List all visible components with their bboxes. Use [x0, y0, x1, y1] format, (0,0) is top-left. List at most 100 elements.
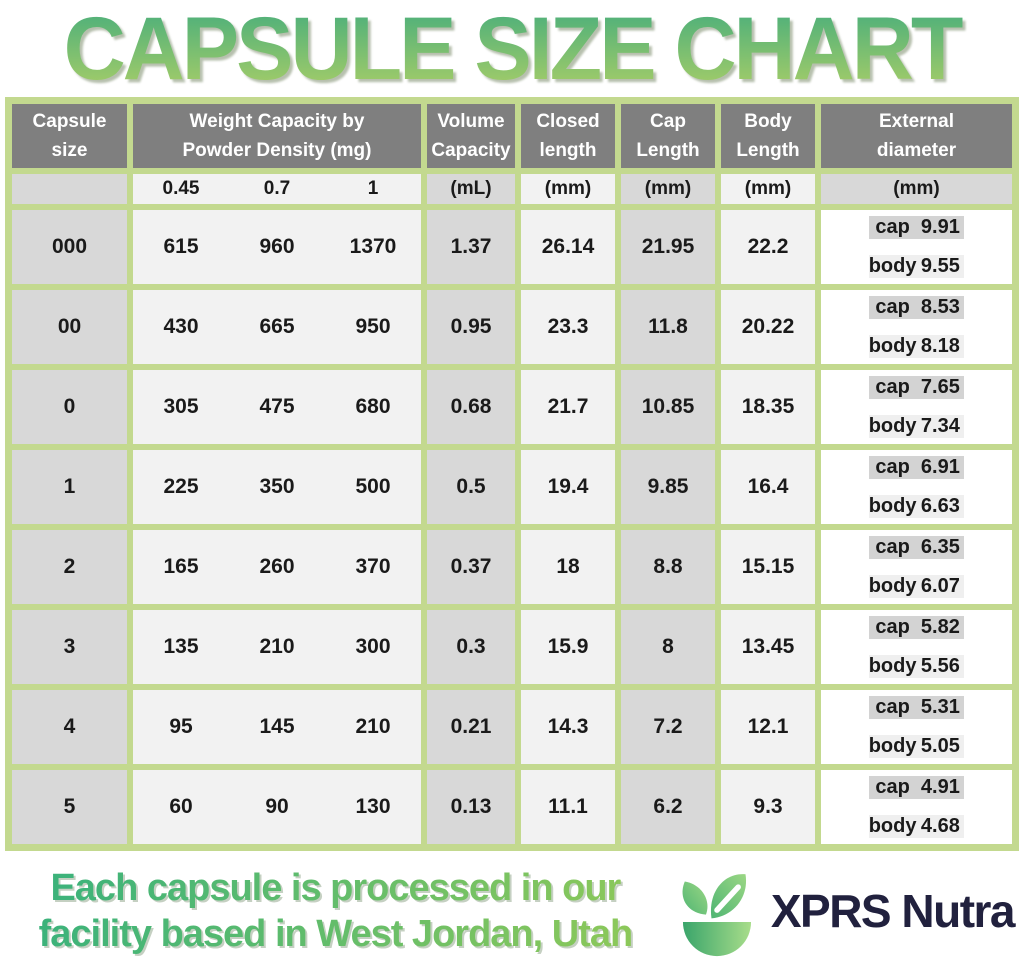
external-diameter-cell: cap 6.35 body 6.07 — [821, 530, 1012, 604]
density-0.7: 0.7 — [263, 178, 291, 199]
density-0.45: 0.45 — [162, 178, 200, 199]
external-cap-label: cap — [875, 216, 910, 238]
weight-capacity-values: 165 260 370 — [133, 530, 421, 604]
external-body-label: body — [868, 495, 917, 517]
cap-length-value: 7.2 — [621, 690, 715, 764]
closed-length-value: 14.3 — [521, 690, 615, 764]
external-cap-value: 8.53 — [920, 296, 960, 318]
volume-capacity-value: 0.3 — [427, 610, 515, 684]
closed-length-value: 21.7 — [521, 370, 615, 444]
external-diameter-cell: cap 9.91 body 9.55 — [821, 210, 1012, 284]
capsule-size-value: 00 — [12, 290, 127, 364]
volume-capacity-value: 0.21 — [427, 690, 515, 764]
header-volume-capacity: Volume Capacity — [427, 104, 515, 168]
unit-body-length: (mm) — [721, 174, 815, 204]
brand-name: XPRS Nutra — [770, 885, 1016, 938]
weight-0.45-value: 165 — [163, 555, 199, 578]
weight-1-value: 130 — [355, 795, 391, 818]
external-cap-row: cap 8.53 — [868, 296, 965, 319]
weight-capacity-values: 60 90 130 — [133, 770, 421, 844]
closed-length-value: 15.9 — [521, 610, 615, 684]
external-cap-value: 6.91 — [920, 456, 960, 478]
header-closed-length: Closed length — [521, 104, 615, 168]
volume-capacity-value: 1.37 — [427, 210, 515, 284]
weight-capacity-values: 615 960 1370 — [133, 210, 421, 284]
cap-length-value: 21.95 — [621, 210, 715, 284]
weight-0.45-value: 615 — [163, 235, 199, 258]
external-body-label: body — [868, 255, 917, 277]
weight-capacity-values: 305 475 680 — [133, 370, 421, 444]
external-diameter-cell: cap 6.91 body 6.63 — [821, 450, 1012, 524]
external-diameter-cell: cap 4.91 body 4.68 — [821, 770, 1012, 844]
closed-length-value: 19.4 — [521, 450, 615, 524]
unit-closed-length: (mm) — [521, 174, 615, 204]
weight-0.7-value: 475 — [259, 395, 295, 418]
weight-1-value: 950 — [355, 315, 391, 338]
subheader-blank — [12, 174, 127, 204]
cap-length-value: 8.8 — [621, 530, 715, 604]
header-capsule-size: Capsule size — [12, 104, 127, 168]
volume-capacity-value: 0.37 — [427, 530, 515, 604]
external-body-label: body — [868, 815, 917, 837]
external-cap-row: cap 4.91 — [868, 776, 965, 799]
weight-1-value: 300 — [355, 635, 391, 658]
external-body-row: body 4.68 — [868, 815, 965, 838]
external-body-row: body 5.56 — [868, 655, 965, 678]
external-cap-row: cap 9.91 — [868, 216, 965, 239]
weight-capacity-values: 95 145 210 — [133, 690, 421, 764]
weight-0.7-value: 145 — [259, 715, 295, 738]
weight-0.45-value: 305 — [163, 395, 199, 418]
mortar-leaf-icon — [682, 874, 751, 957]
closed-length-value: 23.3 — [521, 290, 615, 364]
external-cap-value: 5.82 — [920, 616, 960, 638]
capsule-size-value: 1 — [12, 450, 127, 524]
page-title: CAPSULE SIZE CHART — [0, 0, 1024, 99]
capsule-size-table: Capsule size Weight Capacity by Powder D… — [5, 97, 1019, 851]
external-cap-label: cap — [875, 696, 910, 718]
footer: Each capsule is processed in our facilit… — [0, 851, 1024, 958]
external-body-value: 6.63 — [920, 495, 960, 517]
header-weight-capacity: Weight Capacity by Powder Density (mg) — [133, 104, 421, 168]
volume-capacity-value: 0.95 — [427, 290, 515, 364]
volume-capacity-value: 0.13 — [427, 770, 515, 844]
capsule-size-value: 0 — [12, 370, 127, 444]
external-diameter-cell: cap 7.65 body 7.34 — [821, 370, 1012, 444]
external-cap-row: cap 6.35 — [868, 536, 965, 559]
header-body-length: Body Length — [721, 104, 815, 168]
body-length-value: 9.3 — [721, 770, 815, 844]
weight-0.7-value: 90 — [265, 795, 289, 818]
weight-0.7-value: 665 — [259, 315, 295, 338]
volume-capacity-value: 0.5 — [427, 450, 515, 524]
external-body-row: body 9.55 — [868, 255, 965, 278]
external-cap-row: cap 7.65 — [868, 376, 965, 399]
weight-0.7-value: 960 — [259, 235, 295, 258]
external-cap-label: cap — [875, 776, 910, 798]
weight-capacity-values: 225 350 500 — [133, 450, 421, 524]
weight-1-value: 680 — [355, 395, 391, 418]
capsule-size-value: 2 — [12, 530, 127, 604]
external-cap-label: cap — [875, 536, 910, 558]
external-body-value: 4.68 — [920, 815, 960, 837]
external-cap-label: cap — [875, 376, 910, 398]
body-length-value: 18.35 — [721, 370, 815, 444]
external-cap-value: 5.31 — [920, 696, 960, 718]
capsule-size-value: 5 — [12, 770, 127, 844]
closed-length-value: 26.14 — [521, 210, 615, 284]
weight-0.7-value: 350 — [259, 475, 295, 498]
external-cap-label: cap — [875, 616, 910, 638]
cap-length-value: 11.8 — [621, 290, 715, 364]
weight-1-value: 370 — [355, 555, 391, 578]
capsule-size-value: 3 — [12, 610, 127, 684]
capsule-size-value: 4 — [12, 690, 127, 764]
weight-capacity-values: 430 665 950 — [133, 290, 421, 364]
weight-0.45-value: 225 — [163, 475, 199, 498]
external-cap-row: cap 6.91 — [868, 456, 965, 479]
external-body-value: 9.55 — [920, 255, 960, 277]
weight-0.45-value: 135 — [163, 635, 199, 658]
external-body-value: 7.34 — [920, 415, 960, 437]
external-body-row: body 7.34 — [868, 415, 965, 438]
body-length-value: 13.45 — [721, 610, 815, 684]
closed-length-value: 18 — [521, 530, 615, 604]
unit-volume: (mL) — [427, 174, 515, 204]
external-cap-value: 4.91 — [920, 776, 960, 798]
